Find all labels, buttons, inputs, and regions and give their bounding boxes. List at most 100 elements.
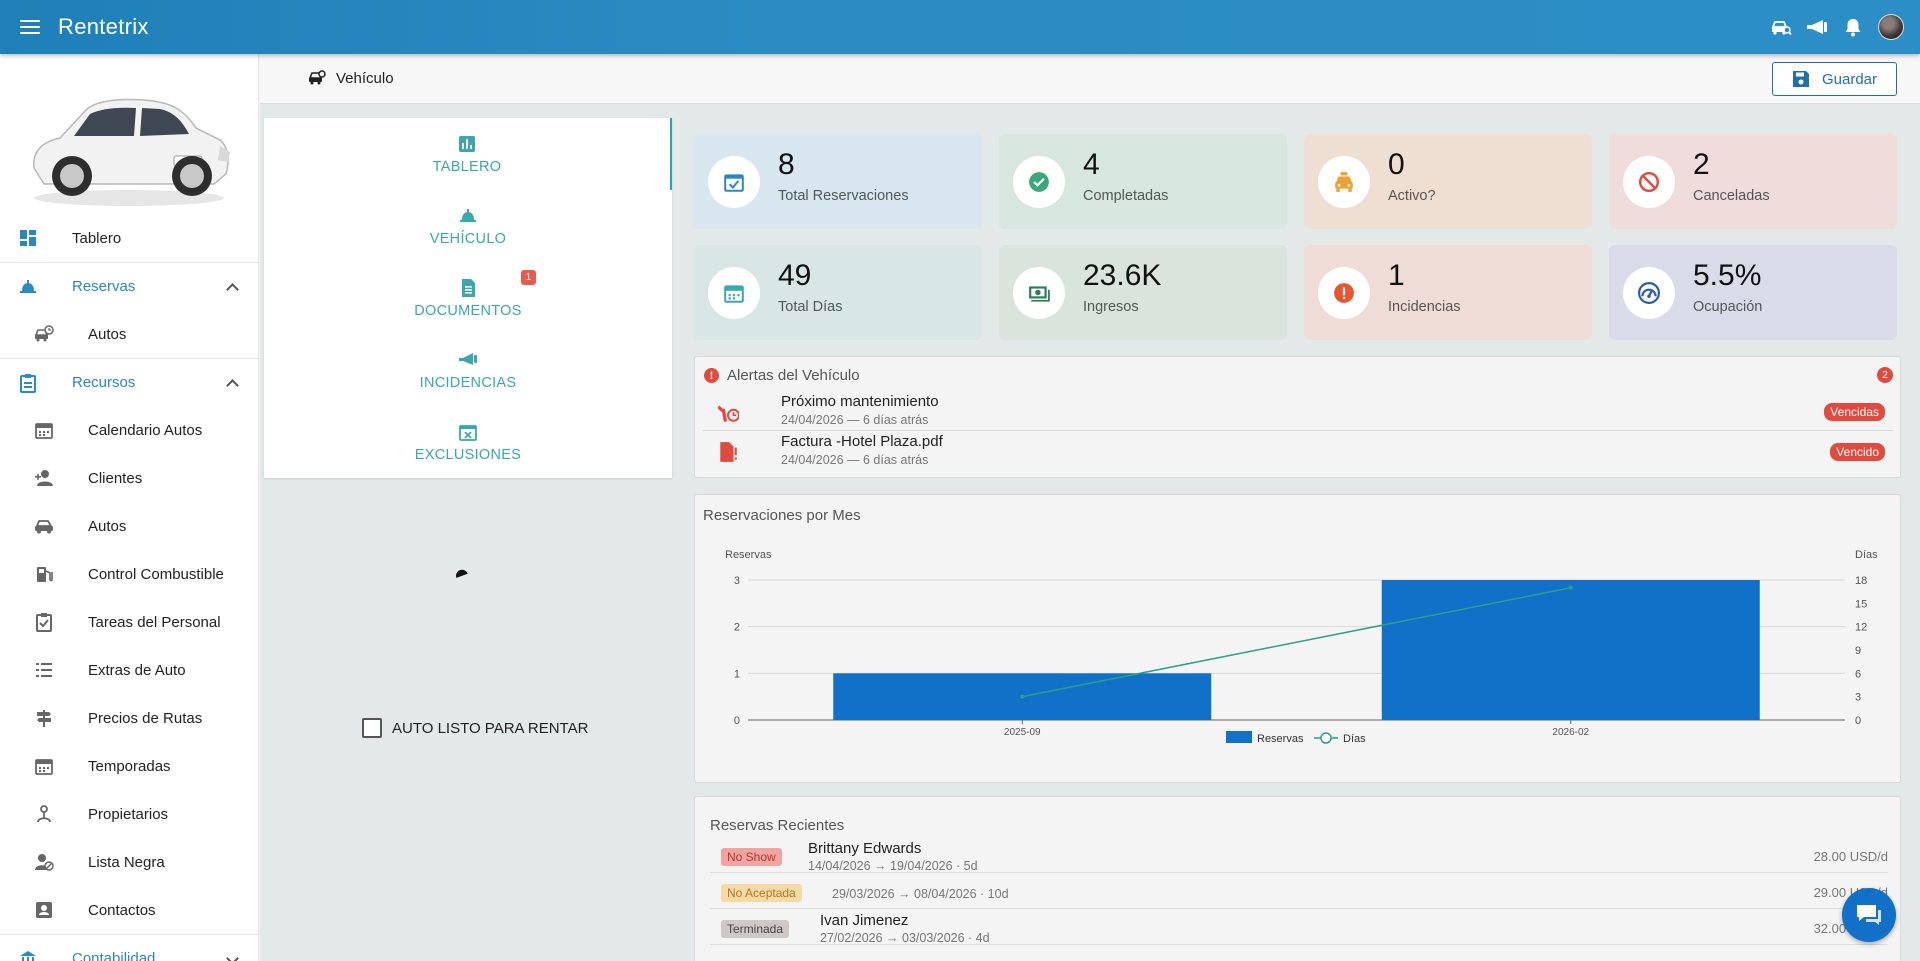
chevron-down-icon[interactable] <box>227 954 237 961</box>
y2-tick-label: 9 <box>1855 645 1861 657</box>
reservation-dates: 14/04/2026 → 19/04/2026 · 5d <box>808 859 978 873</box>
sidebar-item-temporadas[interactable]: Temporadas <box>0 742 258 790</box>
sidebar-item-lista-negra[interactable]: Lista Negra <box>0 838 258 886</box>
stat-icon-circle <box>1013 267 1065 319</box>
reservation-row[interactable]: No Aceptada 29/03/2026 → 08/04/2026 · 10d… <box>710 875 1888 909</box>
tab-label: INCIDENCIAS <box>419 375 517 391</box>
calendar-x-icon <box>459 425 477 441</box>
service-bell-icon <box>460 209 476 222</box>
owner-icon <box>37 805 51 823</box>
legend-label-reservas: Reservas <box>1257 733 1304 745</box>
sidebar-item-label: Autos <box>88 325 127 343</box>
alerts-title: Alertas del Vehículo <box>727 367 860 384</box>
y2-tick-label: 6 <box>1855 668 1861 680</box>
y2-tick-label: 15 <box>1855 598 1867 610</box>
stat-card: 1 Incidencias <box>1304 245 1592 340</box>
loading-spinner-icon <box>454 568 468 578</box>
file-alert-icon <box>720 442 737 462</box>
legend-marker-dias <box>1320 732 1332 744</box>
chevron-up-icon[interactable] <box>227 378 237 388</box>
fuel-icon <box>37 567 53 582</box>
calendar-check-icon <box>724 174 744 192</box>
legend-swatch-reservas <box>1226 731 1252 743</box>
alerts-header: ! Alertas del Vehículo <box>704 367 860 384</box>
car-cog-icon <box>308 70 326 85</box>
reservation-row[interactable]: Terminada Ivan Jimenez 27/02/2026 → 03/03/… <box>710 911 1888 945</box>
horn-icon[interactable] <box>1806 16 1828 38</box>
stat-label: Incidencias <box>1388 299 1461 315</box>
sidebar-item-label: Precios de Rutas <box>88 709 203 727</box>
contact-card-icon <box>36 902 52 918</box>
tab-incidencias[interactable]: INCIDENCIAS <box>264 334 672 406</box>
chevron-up-icon[interactable] <box>227 282 237 292</box>
tab-exclusiones[interactable]: EXCLUSIONES <box>264 406 672 478</box>
stat-icon-circle <box>1623 156 1675 208</box>
recent-title: Reservas Recientes <box>710 817 845 834</box>
tab-vehculo[interactable]: VEHÍCULO <box>264 190 672 262</box>
legend-label-dias: Días <box>1343 733 1366 745</box>
stat-value: 49 <box>778 259 812 292</box>
reservations-chart-card: Reservaciones por Mes 0 1 2 3 0 3 6 9 12 15 18 Rese… <box>694 494 1901 783</box>
clipboard-icon <box>20 373 36 393</box>
y2-tick-label: 3 <box>1855 692 1861 704</box>
sidebar-item-label: Extras de Auto <box>88 661 186 679</box>
document-icon <box>462 279 475 297</box>
reservation-status-badge: Terminada <box>721 920 790 938</box>
alert-date: 24/04/2026 — 6 días atrás <box>781 453 929 467</box>
stat-icon-circle <box>1013 156 1065 208</box>
tab-documentos[interactable]: DOCUMENTOS 1 <box>264 262 672 334</box>
ready-to-rent-label: AUTO LISTO PARA RENTAR <box>392 719 589 737</box>
dashboard-icon <box>20 230 36 246</box>
sidebar-item-calendario-autos[interactable]: Calendario Autos <box>0 406 258 454</box>
sidebar-item-control-combustible[interactable]: Control Combustible <box>0 550 258 598</box>
chat-button[interactable] <box>1842 888 1896 942</box>
sidebar-nav: Tablero Reservas Autos Recursos Calendario A… <box>0 214 258 961</box>
sidebar-item-tareas-del-personal[interactable]: Tareas del Personal <box>0 598 258 646</box>
alert-title: Próximo mantenimiento <box>781 393 939 410</box>
sidebar-item-recursos[interactable]: Recursos <box>0 358 258 406</box>
sidebar-item-label: Autos <box>88 517 127 535</box>
alert-item[interactable]: Próximo mantenimiento 24/04/2026 — 6 días… <box>703 391 1893 431</box>
sidebar-item-contactos[interactable]: Contactos <box>0 886 258 934</box>
checkbox-box[interactable] <box>362 718 382 738</box>
sidebar-item-propietarios[interactable]: Propietarios <box>0 790 258 838</box>
stat-card: 0 Activo? <box>1304 134 1592 229</box>
sidebar-item-contabilidad[interactable]: Contabilidad <box>0 934 258 961</box>
alert-status-badge: Vencido <box>1830 443 1885 461</box>
reservation-row[interactable]: No Show Brittany Edwards 14/04/2026 → 19/0… <box>710 839 1888 873</box>
car-search-icon[interactable] <box>1770 16 1792 38</box>
signpost-icon <box>37 710 51 727</box>
ready-to-rent-checkbox[interactable]: AUTO LISTO PARA RENTAR <box>362 718 588 738</box>
sidebar-item-autos[interactable]: Autos <box>0 310 258 358</box>
sidebar-item-tablero[interactable]: Tablero <box>0 214 258 262</box>
list-icon <box>36 663 52 677</box>
check-circle-icon <box>1029 172 1049 192</box>
sidebar: Tablero Reservas Autos Recursos Calendario A… <box>0 54 259 961</box>
sidebar-item-label: Tareas del Personal <box>88 613 221 631</box>
sidebar-item-reservas[interactable]: Reservas <box>0 262 258 310</box>
bar-reservas <box>1381 580 1760 720</box>
tab-tablero[interactable]: TABLERO <box>264 118 672 190</box>
sidebar-item-label: Lista Negra <box>88 853 165 871</box>
chart-title: Reservaciones por Mes <box>703 507 861 524</box>
sidebar-item-autos[interactable]: Autos <box>0 502 258 550</box>
reservation-dates: 29/03/2026 → 08/04/2026 · 10d <box>832 887 1009 901</box>
sidebar-item-clientes[interactable]: Clientes <box>0 454 258 502</box>
menu-icon[interactable] <box>20 20 40 34</box>
sidebar-item-extras-de-auto[interactable]: Extras de Auto <box>0 646 258 694</box>
sidebar-item-label: Propietarios <box>88 805 169 823</box>
service-bell-icon <box>20 279 36 293</box>
stat-value: 1 <box>1388 259 1405 292</box>
sidebar-item-label: Tablero <box>72 229 122 247</box>
y2-tick-label: 0 <box>1855 715 1861 727</box>
avatar[interactable] <box>1878 14 1904 40</box>
sidebar-item-precios-de-rutas[interactable]: Precios de Rutas <box>0 694 258 742</box>
alert-item[interactable]: Factura -Hotel Plaza.pdf 24/04/2026 — 6 d… <box>703 431 1893 471</box>
alert-status-badge: Vencidas <box>1824 403 1885 421</box>
recent-reservations: Reservas Recientes No Show Brittany Edwar… <box>694 796 1901 961</box>
page-header: Vehículo Guardar <box>260 54 1920 104</box>
save-button[interactable]: Guardar <box>1772 62 1897 96</box>
reservation-status-badge: No Aceptada <box>721 884 802 902</box>
bell-icon[interactable] <box>1842 16 1864 38</box>
